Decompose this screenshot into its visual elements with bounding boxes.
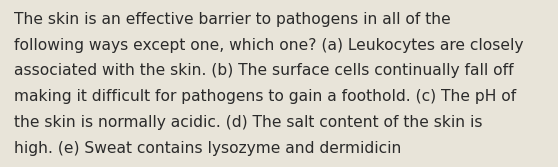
- Text: The skin is an effective barrier to pathogens in all of the: The skin is an effective barrier to path…: [14, 12, 451, 27]
- Text: the skin is normally acidic. (d) The salt content of the skin is: the skin is normally acidic. (d) The sal…: [14, 115, 483, 130]
- Text: making it difficult for pathogens to gain a foothold. (c) The pH of: making it difficult for pathogens to gai…: [14, 89, 516, 104]
- Text: following ways except one, which one? (a) Leukocytes are closely: following ways except one, which one? (a…: [14, 38, 523, 53]
- Text: high. (e) Sweat contains lysozyme and dermidicin: high. (e) Sweat contains lysozyme and de…: [14, 141, 401, 156]
- Text: associated with the skin. (b) The surface cells continually fall off: associated with the skin. (b) The surfac…: [14, 63, 513, 78]
